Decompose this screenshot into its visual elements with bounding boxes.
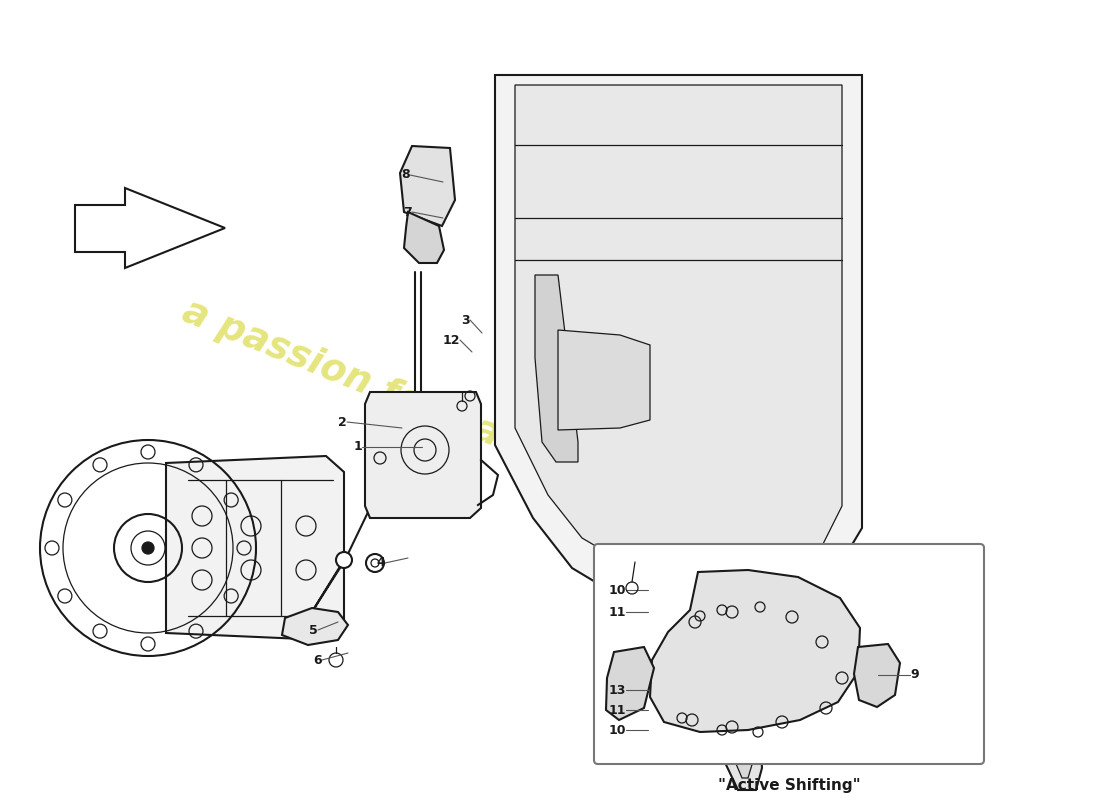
Polygon shape [75,188,226,268]
Text: 10: 10 [608,583,626,597]
Text: 10: 10 [608,723,626,737]
Text: 12: 12 [442,334,460,346]
Text: 7: 7 [404,206,412,218]
Text: 4: 4 [376,557,385,570]
Text: 9: 9 [910,669,918,682]
Polygon shape [495,75,862,612]
Text: 11: 11 [608,703,626,717]
Polygon shape [854,644,900,707]
Text: "Active Shifting": "Active Shifting" [717,778,860,793]
Polygon shape [365,392,481,518]
Circle shape [142,542,154,554]
Text: 8: 8 [402,169,410,182]
Text: 3: 3 [461,314,470,326]
Circle shape [336,552,352,568]
Text: 13: 13 [608,683,626,697]
Polygon shape [166,456,344,640]
Text: 6: 6 [314,654,322,666]
Polygon shape [404,212,444,263]
Polygon shape [652,568,762,790]
Polygon shape [662,575,754,778]
Text: a passion for parts since 1985: a passion for parts since 1985 [177,294,782,566]
Text: 11: 11 [608,606,626,618]
Text: 2: 2 [339,415,346,429]
Text: 5: 5 [309,623,318,637]
Polygon shape [558,330,650,430]
Polygon shape [650,570,860,732]
Polygon shape [515,85,842,578]
FancyBboxPatch shape [594,544,984,764]
Circle shape [371,559,380,567]
Polygon shape [282,608,348,645]
Polygon shape [606,647,654,720]
Polygon shape [535,275,578,462]
Polygon shape [400,146,455,226]
Text: 1: 1 [353,441,362,454]
